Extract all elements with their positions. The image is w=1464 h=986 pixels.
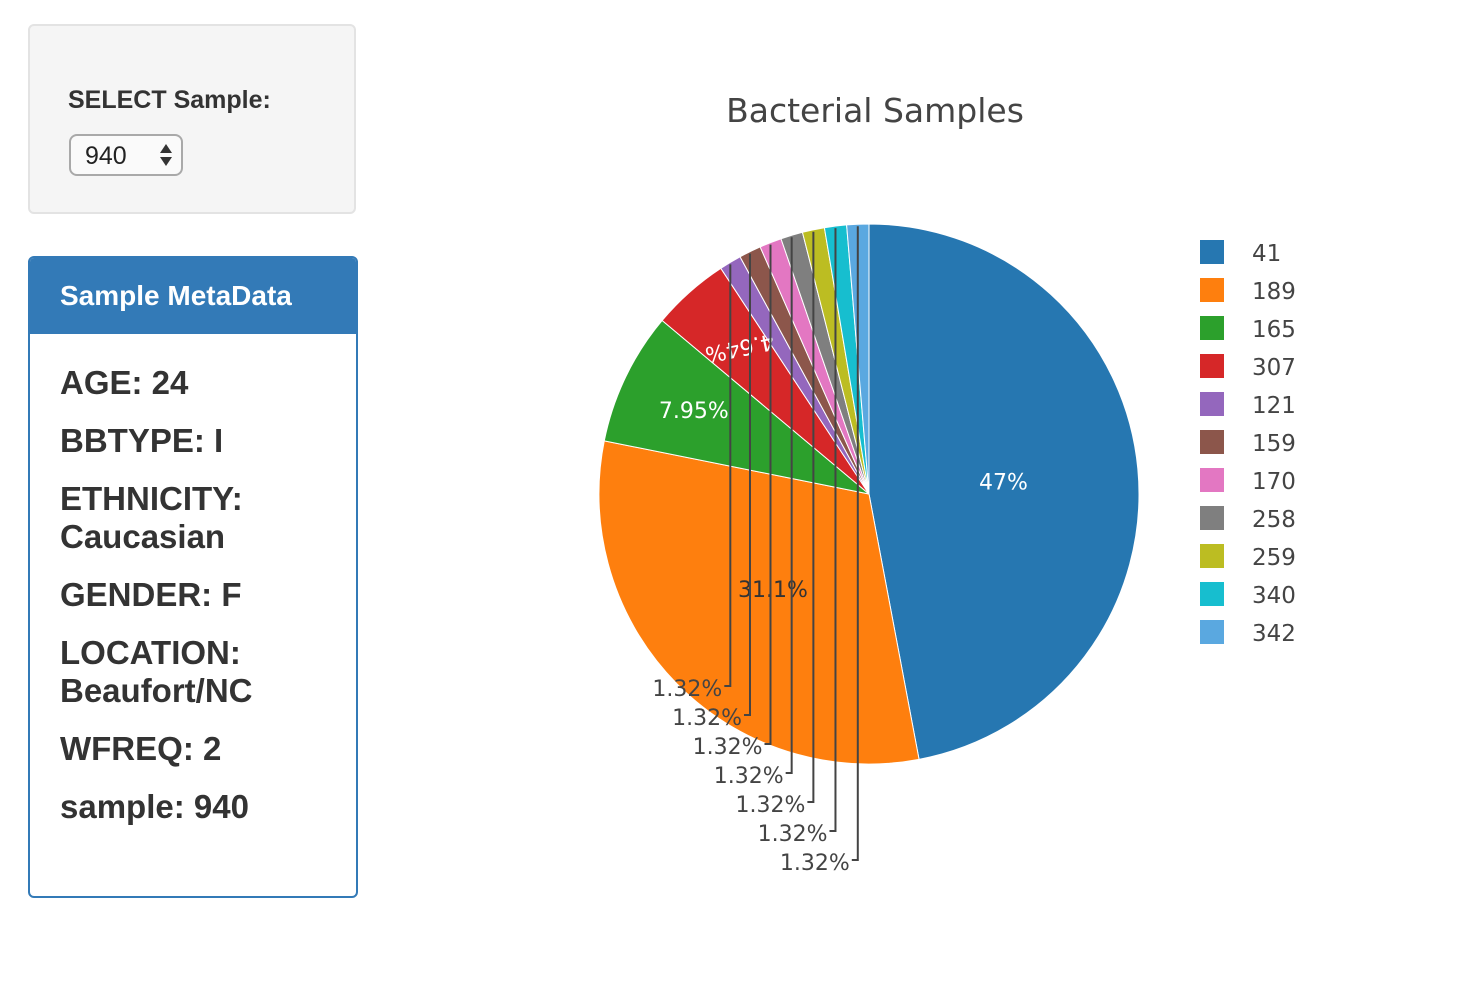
chart-legend: 41 189 165 307 121 159 170 258 259 340 342	[1200, 240, 1296, 647]
legend-swatch-342[interactable]	[1200, 620, 1224, 644]
slice-label-159: 1.32%	[672, 706, 742, 731]
legend-label-259[interactable]: 259	[1252, 545, 1296, 571]
pie-slices	[598, 223, 1140, 765]
legend-swatch-41[interactable]	[1200, 240, 1224, 264]
leader-line-342	[851, 226, 859, 861]
legend-swatch-258[interactable]	[1200, 506, 1224, 530]
legend-label-41[interactable]: 41	[1252, 241, 1281, 267]
legend-label-340[interactable]: 340	[1252, 583, 1296, 609]
metadata-gender: GENDER: F	[60, 576, 242, 613]
chart-title: Bacterial Samples	[726, 91, 1024, 130]
pie-slice-165[interactable]	[603, 319, 870, 495]
legend-label-307[interactable]: 307	[1252, 355, 1296, 381]
metadata-body: AGE: 24 BBTYPE: I ETHNICITY: Caucasian G…	[30, 334, 356, 826]
pie-slice-41[interactable]	[868, 223, 1140, 760]
legend-label-258[interactable]: 258	[1252, 507, 1296, 533]
pie-labels: 47%31.1%7.95%4.64%1.32%1.32%1.32%1.32%1.…	[652, 226, 1028, 876]
sample-dropdown-value: 940	[85, 142, 127, 170]
sample-select-well: SELECT Sample: 940	[28, 24, 356, 214]
legend-swatch-340[interactable]	[1200, 582, 1224, 606]
legend-swatch-170[interactable]	[1200, 468, 1224, 492]
legend-label-159[interactable]: 159	[1252, 431, 1296, 457]
slice-label-259: 1.32%	[735, 793, 805, 818]
slice-label-342: 1.32%	[780, 851, 850, 876]
legend-label-165[interactable]: 165	[1252, 317, 1296, 343]
leader-line-159	[743, 253, 751, 716]
metadata-wfreq: WFREQ: 2	[60, 730, 222, 767]
slice-label-189: 31.1%	[738, 578, 808, 603]
select-sample-label: SELECT Sample:	[68, 86, 271, 114]
legend-label-170[interactable]: 170	[1252, 469, 1296, 495]
leader-line-121	[724, 264, 732, 687]
slice-label-340: 1.32%	[758, 822, 828, 847]
metadata-bbtype: BBTYPE: I	[60, 422, 224, 459]
metadata-sample: sample: 940	[60, 788, 249, 825]
legend-swatch-307[interactable]	[1200, 354, 1224, 378]
bacterial-samples-pie-chart: Bacterial Samples 47%31.1%7.95%4.64%1.32…	[598, 91, 1296, 876]
sample-metadata-panel: Sample MetaData AGE: 24 BBTYPE: I ETHNIC…	[28, 256, 358, 898]
leader-line-340	[829, 228, 837, 832]
slice-label-41: 47%	[979, 470, 1028, 495]
metadata-location: LOCATION: Beaufort/NC	[60, 634, 253, 709]
legend-label-189[interactable]: 189	[1252, 279, 1296, 305]
legend-swatch-189[interactable]	[1200, 278, 1224, 302]
legend-swatch-259[interactable]	[1200, 544, 1224, 568]
leader-line-170	[764, 244, 772, 745]
updown-arrows-icon	[160, 144, 172, 166]
slice-label-258: 1.32%	[714, 764, 784, 789]
metadata-ethnicity: ETHNICITY: Caucasian	[60, 480, 243, 555]
sample-dropdown[interactable]: 940	[69, 134, 183, 176]
legend-label-342[interactable]: 342	[1252, 621, 1296, 647]
metadata-age: AGE: 24	[60, 364, 189, 401]
pie-slice-189[interactable]	[598, 440, 920, 765]
slice-label-165: 7.95%	[659, 399, 729, 424]
legend-swatch-121[interactable]	[1200, 392, 1224, 416]
leader-line-258	[785, 237, 793, 774]
metadata-heading: Sample MetaData	[30, 258, 356, 334]
legend-label-121[interactable]: 121	[1252, 393, 1296, 419]
slice-label-121: 1.32%	[652, 677, 722, 702]
leader-line-259	[807, 231, 815, 803]
legend-swatch-159[interactable]	[1200, 430, 1224, 454]
legend-swatch-165[interactable]	[1200, 316, 1224, 340]
slice-label-170: 1.32%	[693, 735, 763, 760]
